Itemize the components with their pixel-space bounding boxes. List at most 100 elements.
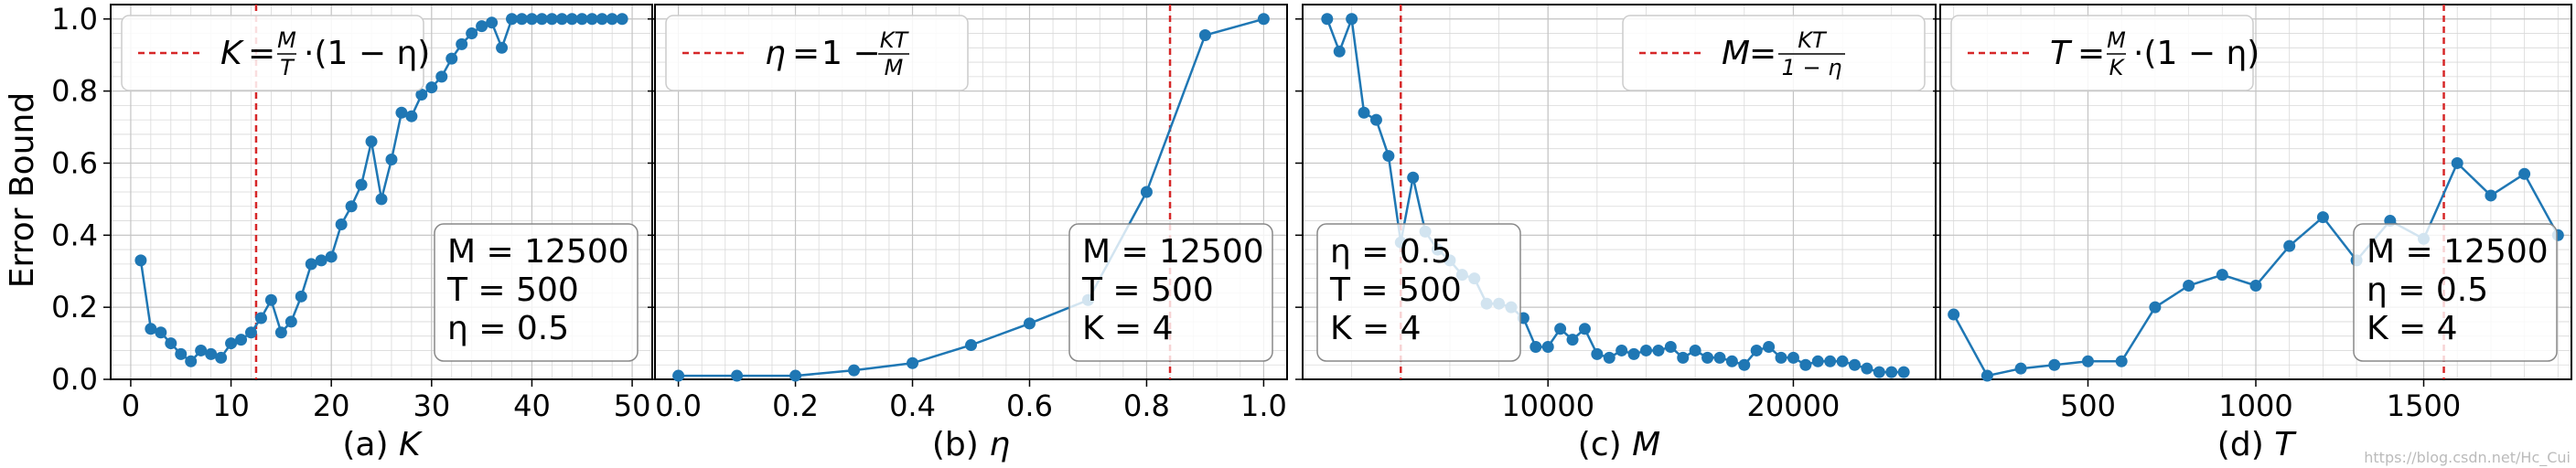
- legend-frac-den: M: [885, 55, 904, 80]
- data-point: [1725, 355, 1738, 367]
- legend-rhs: ·(1 − η): [304, 35, 430, 72]
- x-tick-label: 10000: [1501, 388, 1594, 423]
- data-point: [305, 258, 317, 271]
- legend-box: [1622, 15, 1926, 91]
- data-point: [672, 369, 685, 382]
- data-point: [435, 70, 448, 83]
- data-point: [1369, 113, 1382, 126]
- data-point: [1861, 362, 1873, 375]
- x-axis-label-prefix: (d): [2217, 426, 2274, 463]
- legend-lhs: T: [2050, 35, 2073, 72]
- x-tick-label: 50: [614, 388, 651, 423]
- y-tick-label: 1.0: [51, 2, 98, 37]
- data-point: [1530, 341, 1542, 354]
- data-point: [2149, 301, 2162, 314]
- data-point: [1738, 358, 1751, 371]
- data-point: [1689, 344, 1701, 356]
- data-point: [1198, 29, 1211, 42]
- data-point: [2014, 362, 2027, 375]
- data-point: [1346, 13, 1358, 26]
- data-point: [1897, 366, 1910, 378]
- parameter-line: M = 12500: [447, 233, 629, 271]
- parameter-line: M = 12500: [2367, 233, 2549, 271]
- legend: M= KT1 − η: [1622, 15, 1926, 91]
- data-point: [254, 312, 267, 324]
- legend-equals: =: [1749, 35, 1776, 72]
- data-point: [1885, 366, 1898, 378]
- axes-frame: [110, 4, 653, 380]
- data-point: [395, 106, 408, 119]
- data-point: [405, 110, 418, 122]
- x-tick-label: 1500: [2387, 388, 2461, 423]
- legend-frac-num: KT: [1798, 27, 1828, 53]
- legend-lhs: η: [765, 35, 786, 72]
- data-point: [2081, 355, 2094, 367]
- data-point: [1980, 369, 1993, 382]
- legend-frac-den: K: [2109, 55, 2126, 80]
- x-axis-label: (c) M: [1578, 426, 1660, 463]
- data-point: [185, 355, 198, 367]
- data-point: [1640, 344, 1653, 356]
- x-tick-label: 30: [413, 388, 450, 423]
- data-point: [2183, 280, 2195, 292]
- data-point: [1615, 344, 1628, 356]
- data-point: [606, 13, 618, 26]
- data-point: [445, 52, 458, 65]
- data-point: [486, 16, 499, 29]
- data-point: [1591, 347, 1604, 360]
- data-point: [731, 369, 744, 382]
- axes-frame: [654, 4, 1288, 380]
- data-point: [205, 347, 218, 360]
- legend-box: [1950, 15, 2254, 91]
- x-tick-label: 0.6: [1006, 388, 1053, 423]
- data-point: [225, 337, 238, 350]
- data-point: [456, 37, 468, 50]
- x-tick-label: 1.0: [1240, 388, 1287, 423]
- data-point: [345, 200, 358, 213]
- parameter-line: K = 4: [1330, 310, 1422, 347]
- data-point: [2115, 355, 2128, 367]
- data-point: [907, 356, 919, 369]
- data-point: [1257, 13, 1270, 26]
- x-tick-label: 0: [122, 388, 140, 423]
- legend-frac-num: M: [2107, 27, 2126, 53]
- parameter-box-frame: [1068, 223, 1273, 362]
- data-point: [195, 344, 208, 356]
- x-axis-label-prefix: (c): [1578, 426, 1632, 463]
- data-point: [1652, 344, 1665, 356]
- y-tick-label: 0.4: [51, 218, 98, 252]
- data-point: [365, 135, 378, 148]
- legend-equals: =: [792, 35, 820, 72]
- data-point: [1566, 334, 1579, 346]
- y-tick-label: 0.0: [51, 362, 98, 397]
- data-point: [145, 323, 157, 335]
- data-point: [1799, 358, 1812, 371]
- legend-frac-den: 1 − η: [1782, 55, 1842, 80]
- y-tick-label: 0.2: [51, 290, 98, 324]
- parameter-line: η = 0.5: [447, 310, 569, 347]
- x-axis-label-prefix: (a): [342, 426, 399, 463]
- data-point: [965, 339, 977, 352]
- data-point: [1948, 308, 1960, 321]
- data-point: [375, 193, 388, 206]
- data-point: [1358, 106, 1370, 119]
- parameter-line: η = 0.5: [2367, 271, 2488, 309]
- data-point: [1321, 13, 1334, 26]
- parameter-line: K = 4: [2367, 310, 2458, 347]
- parameter-line: T = 500: [1329, 271, 1462, 309]
- data-point: [284, 315, 297, 328]
- data-point: [545, 13, 558, 26]
- data-point: [274, 326, 287, 339]
- data-point: [335, 218, 348, 230]
- x-axis-label: (a) K: [342, 426, 423, 463]
- x-axis-label: (b) η: [932, 426, 1010, 463]
- x-axis-label-var: M: [1632, 426, 1660, 463]
- y-tick-label: 0.6: [51, 145, 98, 180]
- data-point: [555, 13, 568, 26]
- data-point: [2216, 269, 2228, 282]
- x-tick-label: 500: [2060, 388, 2116, 423]
